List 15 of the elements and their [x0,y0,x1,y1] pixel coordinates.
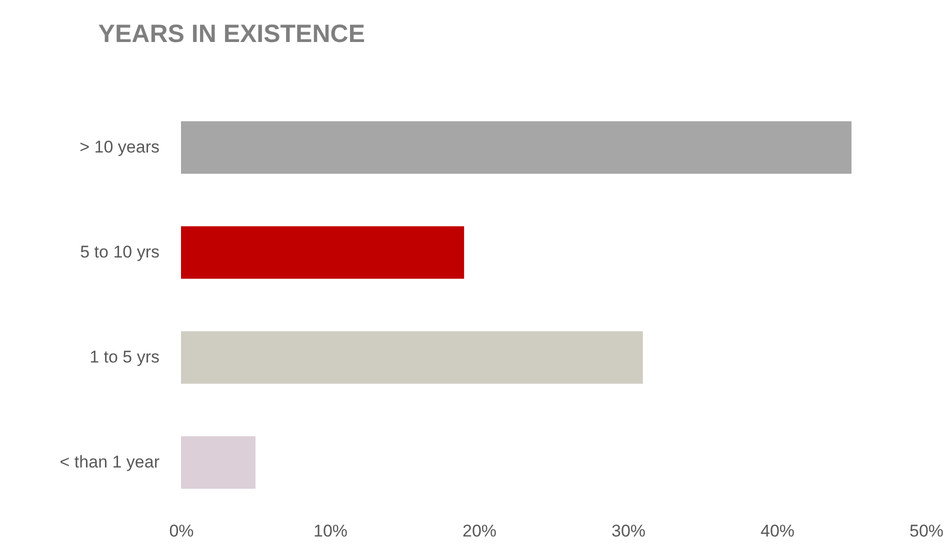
x-tick-label: 50% [909,522,944,540]
bar [181,226,464,279]
y-tick-label: 1 to 5 yrs [90,348,160,366]
bar [181,436,256,489]
x-tick-label: 30% [611,522,646,540]
x-tick-label: 10% [313,522,348,540]
chart-title: YEARS IN EXISTENCE [98,20,366,48]
x-tick-label: 40% [760,522,795,540]
y-tick-label: 5 to 10 yrs [80,242,160,262]
y-tick-label: > 10 years [80,138,160,156]
x-tick-label: 0% [169,522,194,540]
bar [181,121,852,174]
x-tick-label: 20% [462,522,497,540]
bar [181,331,643,384]
y-tick-label: < than 1 year [60,452,160,472]
